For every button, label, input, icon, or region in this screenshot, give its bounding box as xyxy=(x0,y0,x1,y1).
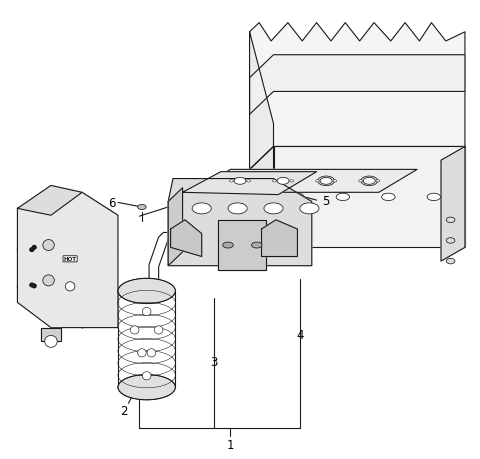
Circle shape xyxy=(143,308,151,316)
Text: 2: 2 xyxy=(120,404,128,417)
Polygon shape xyxy=(168,179,312,266)
Ellipse shape xyxy=(446,238,455,244)
Text: HOT: HOT xyxy=(63,257,77,262)
Circle shape xyxy=(65,282,75,291)
Ellipse shape xyxy=(223,242,233,248)
Polygon shape xyxy=(250,147,274,248)
Polygon shape xyxy=(192,170,417,193)
Ellipse shape xyxy=(273,180,276,183)
Ellipse shape xyxy=(446,218,455,223)
Circle shape xyxy=(138,349,146,357)
Ellipse shape xyxy=(318,177,335,186)
Ellipse shape xyxy=(118,375,175,400)
Polygon shape xyxy=(274,147,465,248)
Polygon shape xyxy=(250,23,465,170)
Text: 8: 8 xyxy=(15,241,23,254)
Circle shape xyxy=(30,248,34,252)
Ellipse shape xyxy=(320,178,332,185)
Ellipse shape xyxy=(382,194,395,201)
Circle shape xyxy=(45,336,57,347)
Text: 3: 3 xyxy=(210,356,217,369)
Circle shape xyxy=(32,246,36,250)
Ellipse shape xyxy=(228,203,247,214)
Text: 7: 7 xyxy=(80,244,88,257)
Circle shape xyxy=(131,326,139,334)
Ellipse shape xyxy=(138,205,146,210)
Polygon shape xyxy=(182,172,317,195)
Text: 4: 4 xyxy=(296,328,303,341)
Polygon shape xyxy=(441,147,465,262)
Polygon shape xyxy=(218,220,266,271)
Ellipse shape xyxy=(361,177,378,186)
Circle shape xyxy=(32,285,36,288)
Polygon shape xyxy=(17,186,82,216)
Ellipse shape xyxy=(333,180,336,183)
Circle shape xyxy=(43,240,54,251)
Ellipse shape xyxy=(275,177,291,186)
Ellipse shape xyxy=(192,203,211,214)
Circle shape xyxy=(155,326,163,334)
Ellipse shape xyxy=(316,180,320,183)
Ellipse shape xyxy=(291,194,304,201)
Circle shape xyxy=(147,349,156,357)
Ellipse shape xyxy=(229,180,233,183)
Text: 5: 5 xyxy=(323,194,330,207)
Text: 1: 1 xyxy=(227,438,234,451)
Ellipse shape xyxy=(118,279,175,304)
Polygon shape xyxy=(17,193,118,328)
Circle shape xyxy=(43,275,54,286)
Ellipse shape xyxy=(446,259,455,264)
Ellipse shape xyxy=(290,180,294,183)
Ellipse shape xyxy=(363,178,375,185)
Ellipse shape xyxy=(300,203,319,214)
Ellipse shape xyxy=(232,177,248,186)
Polygon shape xyxy=(262,220,298,257)
Polygon shape xyxy=(250,33,274,170)
Ellipse shape xyxy=(252,242,262,248)
Circle shape xyxy=(143,372,151,380)
Ellipse shape xyxy=(277,178,289,185)
Polygon shape xyxy=(170,220,202,257)
Ellipse shape xyxy=(336,194,349,201)
Polygon shape xyxy=(168,188,182,266)
Circle shape xyxy=(30,284,34,287)
Ellipse shape xyxy=(427,194,441,201)
Text: 8: 8 xyxy=(15,280,23,293)
Ellipse shape xyxy=(359,180,362,183)
Ellipse shape xyxy=(264,203,283,214)
Polygon shape xyxy=(41,328,60,341)
Ellipse shape xyxy=(247,180,251,183)
Ellipse shape xyxy=(234,178,246,185)
Polygon shape xyxy=(250,56,465,115)
Ellipse shape xyxy=(376,180,380,183)
Text: 6: 6 xyxy=(108,196,116,209)
